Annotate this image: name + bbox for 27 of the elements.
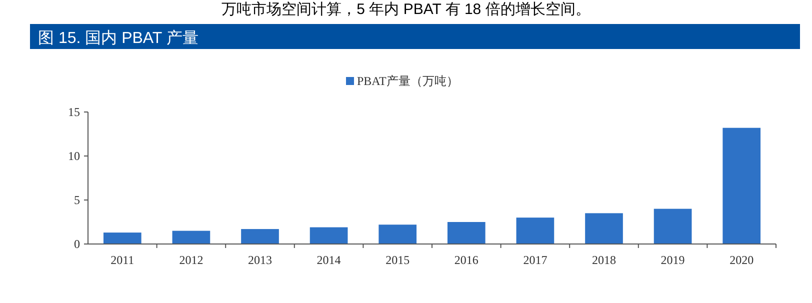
- x-tick-label: 2014: [316, 253, 341, 267]
- bar: [585, 213, 623, 244]
- x-tick-label: 2013: [248, 253, 272, 267]
- bar: [241, 229, 279, 244]
- y-tick-label: 15: [68, 105, 80, 120]
- text: 万吨市场空间计算，5 年内 PBAT 有 18 倍的增长空间。: [222, 1, 590, 18]
- x-tick-label: 2018: [592, 253, 616, 267]
- x-tick-label: 2019: [660, 253, 685, 267]
- bar: [103, 232, 142, 244]
- chart-title: 图 15. 国内 PBAT 产量: [38, 29, 198, 47]
- legend-label: PBAT产量（万吨）: [357, 74, 458, 88]
- bar: [310, 227, 348, 244]
- x-tick-label: 2017: [523, 253, 548, 267]
- x-tick-label: 2016: [454, 253, 478, 267]
- bar: [516, 218, 554, 244]
- x-tick-label: 2020: [730, 253, 754, 267]
- bar: [378, 224, 417, 244]
- bar: [447, 222, 486, 244]
- bar: [654, 208, 692, 244]
- x-tick-label: 2011: [110, 253, 134, 267]
- x-tick-label: 2012: [179, 253, 204, 267]
- bar: [722, 128, 761, 244]
- y-tick-label: 10: [68, 149, 80, 164]
- y-tick-label: 0: [74, 237, 80, 252]
- bar: [172, 230, 210, 244]
- y-tick-label: 5: [74, 193, 80, 208]
- x-tick-label: 2015: [386, 253, 410, 267]
